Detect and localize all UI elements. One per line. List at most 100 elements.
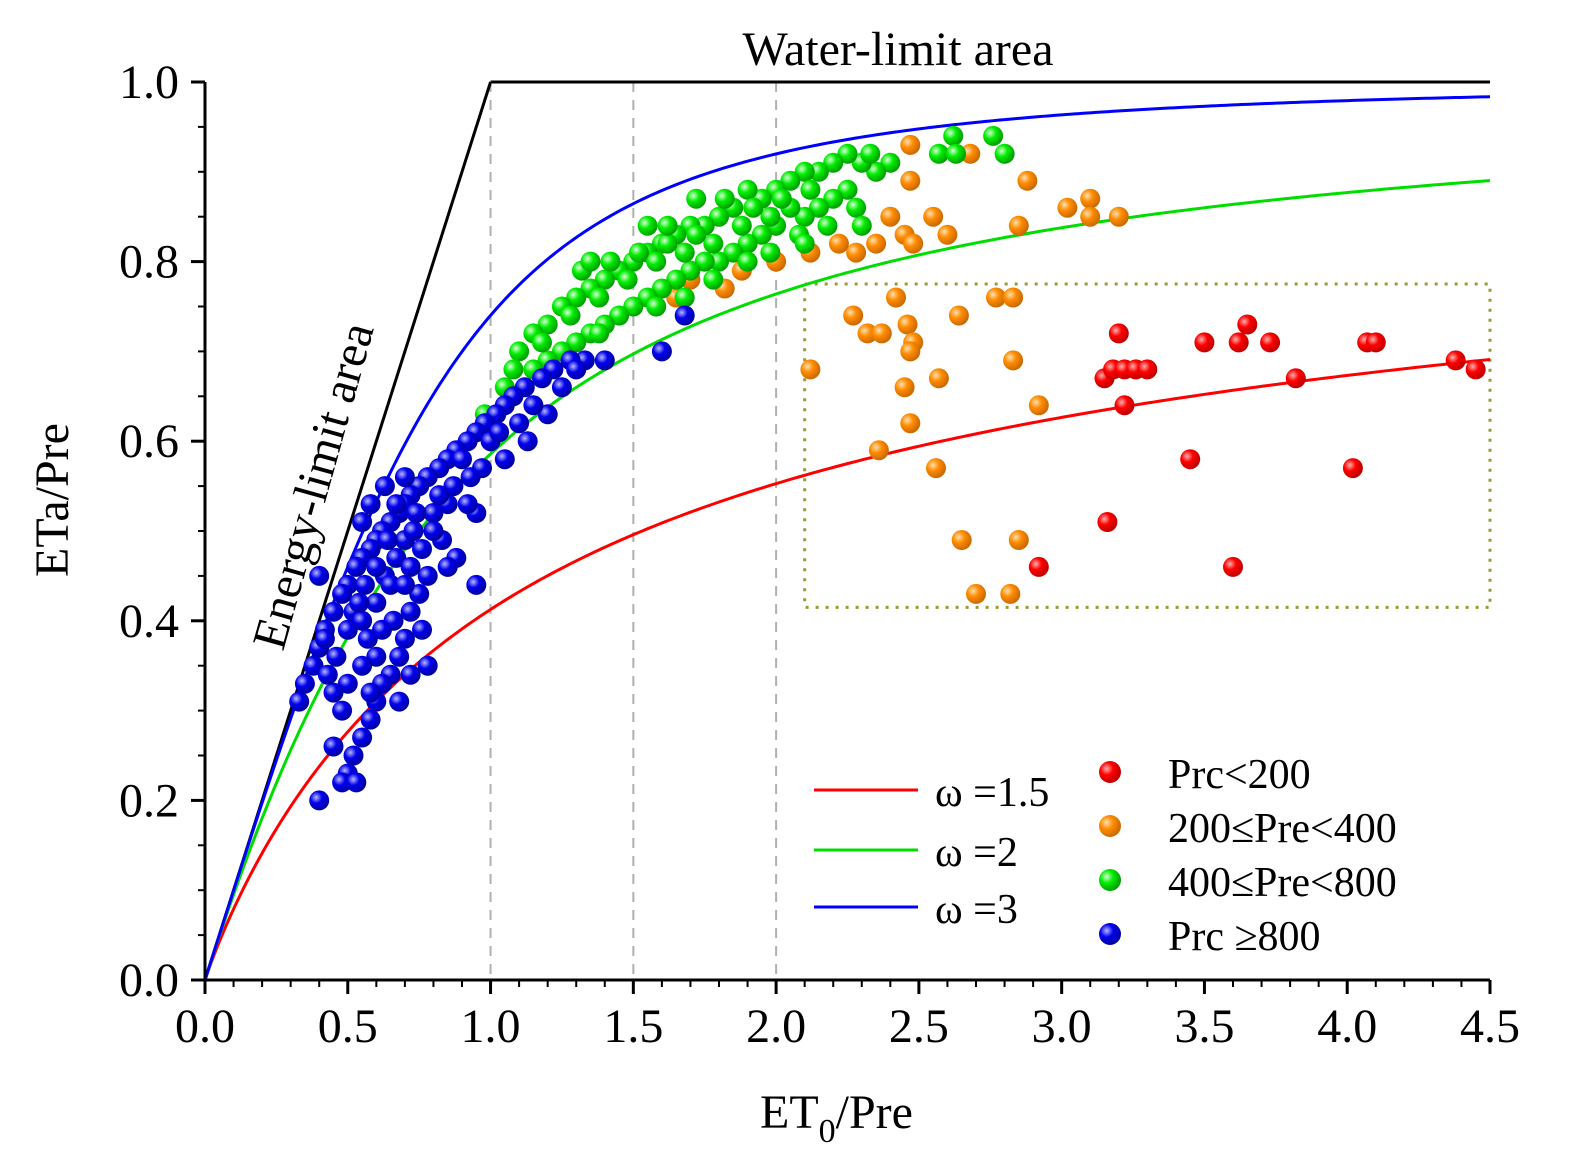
point-s3-104 [406, 503, 427, 523]
point-s2-4 [946, 143, 966, 164]
point-s3-63 [314, 628, 335, 649]
point-s3-68 [357, 628, 378, 649]
x-tick-label-5: 2.5 [889, 1000, 949, 1053]
point-s2-47 [666, 269, 687, 290]
point-s2-81 [703, 269, 724, 290]
point-s3-61 [346, 772, 367, 793]
point-s3-30 [323, 601, 344, 622]
legend-label-omega-1-5: ω =1.5 [935, 770, 1049, 816]
point-s3-106 [366, 556, 387, 577]
point-s2-27 [566, 287, 587, 308]
legend-marker-prc-ge-800 [1099, 923, 1121, 945]
y-tick-label-2: 0.4 [119, 595, 179, 648]
point-s2-80 [760, 242, 781, 263]
point-s3-87 [400, 664, 421, 685]
point-s1-13 [937, 224, 958, 245]
point-s3-113 [429, 485, 450, 506]
point-s2-77 [600, 251, 621, 272]
point-s3-55 [352, 727, 373, 748]
x-tick-label-0: 0.0 [175, 1000, 235, 1053]
curve-omega-2 [203, 95, 1491, 981]
point-s0-0 [1108, 323, 1129, 344]
x-axis-label-main: ET [760, 1086, 819, 1139]
point-s2-89 [686, 188, 707, 209]
point-s3-60 [309, 790, 330, 811]
point-s3-78 [360, 494, 381, 515]
y-tick-label-3: 0.6 [119, 415, 179, 468]
point-s3-62 [309, 565, 330, 586]
point-s3-50 [389, 646, 410, 667]
point-s2-65 [646, 251, 667, 272]
legend-label-omega-3: ω =3 [935, 887, 1018, 933]
point-s2-66 [617, 269, 638, 290]
point-s0-14 [1445, 350, 1466, 371]
x-axis-label-tail: /Pre [836, 1086, 913, 1139]
point-s2-61 [760, 206, 781, 227]
point-s1-36 [1003, 350, 1024, 371]
point-s2-91 [580, 251, 601, 272]
point-s3-89 [360, 682, 381, 703]
point-s2-25 [594, 269, 615, 290]
point-s1-2 [900, 170, 921, 191]
point-s2-64 [674, 242, 695, 263]
point-s2-90 [637, 215, 658, 236]
y-axis-label: ETa/Pre [26, 423, 79, 577]
point-s0-5 [1137, 359, 1158, 380]
point-s1-6 [1080, 206, 1101, 227]
point-s3-99 [517, 431, 538, 452]
point-s3-105 [377, 530, 398, 550]
point-s1-12 [903, 233, 924, 254]
x-tick-label-3: 1.5 [603, 1000, 663, 1053]
point-s2-15 [737, 179, 758, 200]
point-s2-84 [674, 287, 695, 308]
point-s1-5 [1080, 188, 1101, 209]
point-s1-25 [857, 323, 878, 344]
point-s2-36 [823, 188, 844, 209]
point-s3-58 [332, 772, 353, 793]
point-s3-112 [457, 494, 478, 515]
legend-marker-400-800 [1099, 869, 1121, 891]
point-s1-9 [923, 206, 944, 227]
point-s1-32 [928, 368, 949, 389]
point-s2-68 [560, 305, 581, 326]
point-s3-95 [452, 449, 472, 470]
x-tick-label-7: 3.5 [1174, 1000, 1234, 1053]
point-s3-43 [437, 556, 458, 577]
point-s3-71 [380, 574, 401, 595]
y-tick-label-4: 0.8 [119, 236, 179, 289]
point-s2-70 [800, 179, 821, 200]
point-s2-79 [851, 215, 872, 236]
point-s1-15 [846, 242, 867, 263]
highlight-box [803, 282, 1492, 609]
legend-label-omega-2: ω =2 [935, 830, 1018, 876]
legend-marker-prc-lt-200 [1099, 761, 1121, 783]
point-s3-86 [417, 655, 438, 676]
legend-label-400-800: 400≤Pre<800 [1168, 860, 1397, 906]
point-s3-45 [423, 503, 444, 523]
point-s1-28 [897, 314, 918, 335]
point-s2-45 [694, 251, 715, 272]
point-s3-54 [360, 709, 381, 730]
point-s3-48 [400, 601, 421, 622]
point-s1-14 [866, 233, 887, 254]
point-s2-3 [928, 143, 949, 164]
point-s1-39 [868, 440, 889, 461]
point-s3-103 [394, 467, 415, 488]
point-s3-80 [366, 646, 387, 667]
point-s1-24 [843, 305, 864, 326]
legend: ω =1.5 ω =2 ω =3 Prc<200 200≤Pre<400 400… [814, 752, 1397, 960]
point-s3-110 [566, 359, 587, 380]
point-s0-18 [1097, 512, 1118, 532]
point-s0-16 [1180, 449, 1201, 470]
point-s1-40 [926, 458, 946, 479]
point-s3-36 [537, 404, 558, 425]
point-s3-59 [323, 736, 344, 757]
point-s3-83 [394, 574, 415, 595]
point-s2-10 [808, 161, 829, 182]
point-s2-87 [860, 143, 881, 164]
point-s3-77 [374, 476, 395, 497]
point-s3-98 [489, 422, 510, 443]
highlight-box-group [803, 282, 1492, 609]
point-s3-49 [394, 628, 415, 649]
x-axis-ticks: 0.0 0.5 1.0 1.5 2.0 2.5 3.0 3.5 4.0 4.5 [175, 980, 1520, 1053]
